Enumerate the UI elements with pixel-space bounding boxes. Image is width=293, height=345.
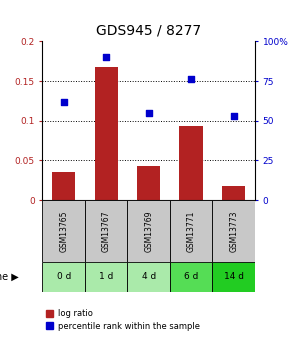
Text: GSM13765: GSM13765 (59, 210, 68, 252)
Bar (95, 67, 118, 200)
Bar (212, 262, 255, 292)
Legend: log ratio, percentile rank within the sample: log ratio, percentile rank within the sa… (46, 309, 200, 331)
Text: GSM13769: GSM13769 (144, 210, 153, 252)
Title: GDS945 / 8277: GDS945 / 8277 (96, 23, 201, 38)
Text: 1 d: 1 d (99, 272, 113, 282)
Text: 6 d: 6 d (184, 272, 198, 282)
Bar (42, 262, 85, 292)
Point (104, 55, 109, 60)
Point (231, 113, 236, 119)
Bar (180, 126, 203, 200)
Bar (170, 200, 212, 262)
Bar (85, 200, 127, 262)
Bar (127, 262, 170, 292)
Text: 0 d: 0 d (57, 272, 71, 282)
Text: time ▶: time ▶ (0, 272, 19, 282)
Bar (127, 200, 170, 262)
Text: GSM13771: GSM13771 (187, 210, 196, 252)
Bar (212, 200, 255, 262)
Bar (137, 166, 160, 200)
Point (146, 110, 151, 116)
Point (189, 77, 193, 82)
Bar (85, 262, 127, 292)
Bar (222, 186, 245, 200)
Text: 4 d: 4 d (142, 272, 156, 282)
Point (62, 99, 66, 105)
Bar (52, 172, 75, 200)
Bar (42, 200, 85, 262)
Bar (170, 262, 212, 292)
Text: GSM13767: GSM13767 (102, 210, 111, 252)
Text: GSM13773: GSM13773 (229, 210, 238, 252)
Text: 14 d: 14 d (224, 272, 244, 282)
